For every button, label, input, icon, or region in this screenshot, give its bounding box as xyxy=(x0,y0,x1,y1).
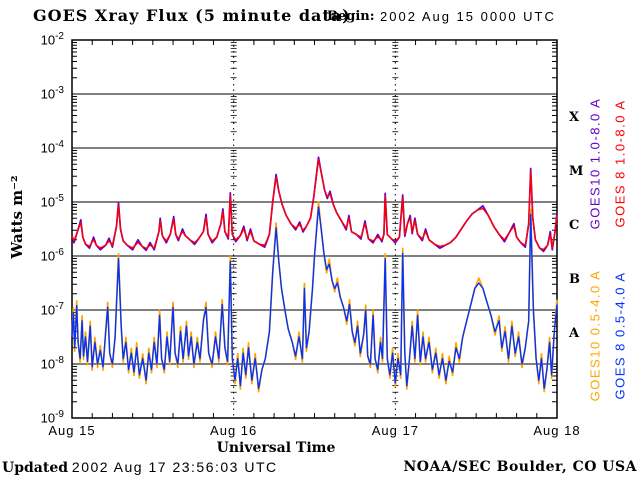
flare-class-a: A xyxy=(569,326,580,341)
chart-title: GOES Xray Flux (5 minute data) xyxy=(33,6,351,25)
legend-goes8-short: GOES 8 0.5-4.0 A xyxy=(612,271,628,400)
flare-class-m: M xyxy=(569,164,584,179)
y-tick-label: 10-3 xyxy=(40,85,64,102)
series-goes10-0-5-4-0-a xyxy=(71,201,558,393)
updated-value: 2002 Aug 17 23:56:03 UTC xyxy=(71,459,278,475)
y-tick-label: 10-6 xyxy=(40,247,64,264)
y-axis-label: Watts m⁻² xyxy=(8,175,26,259)
begin-label: Begin: xyxy=(327,9,375,24)
updated-label: Updated xyxy=(2,460,69,476)
y-tick-label: 10-2 xyxy=(40,31,64,48)
legend-goes10-long: GOES10 1.0-8.0 A xyxy=(587,97,603,230)
updated-line: Updated 2002 Aug 17 23:56:03 UTC xyxy=(2,459,278,476)
credit-text: NOAA/SEC Boulder, CO USA xyxy=(403,459,637,475)
series-goes-8-0-5-4-0-a xyxy=(71,206,558,389)
series-goes-8-1-0-8-0-a xyxy=(71,159,558,251)
x-tick-label: Aug 18 xyxy=(533,423,581,438)
flare-class-x: X xyxy=(569,110,580,125)
series-goes10-1-0-8-0-a xyxy=(71,156,558,253)
flare-class-c: C xyxy=(569,218,580,233)
y-tick-label: 10-7 xyxy=(40,301,64,318)
y-tick-label: 10-4 xyxy=(40,139,64,156)
y-tick-label: 10-8 xyxy=(40,355,64,372)
x-tick-label: Aug 15 xyxy=(48,423,96,438)
x-axis-label: Universal Time xyxy=(216,440,336,456)
legend-goes10-short: GOES10 0.5-4.0 A xyxy=(587,269,603,402)
flare-class-b: B xyxy=(569,272,580,287)
x-tick-label: Aug 17 xyxy=(371,423,419,438)
x-tick-label: Aug 16 xyxy=(210,423,258,438)
y-tick-label: 10-5 xyxy=(40,193,64,210)
begin-value: 2002 Aug 15 0000 UTC xyxy=(380,9,556,24)
y-tick-label: 10-9 xyxy=(40,409,64,426)
legend-goes8-long: GOES 8 1.0-8.0 A xyxy=(612,99,628,228)
